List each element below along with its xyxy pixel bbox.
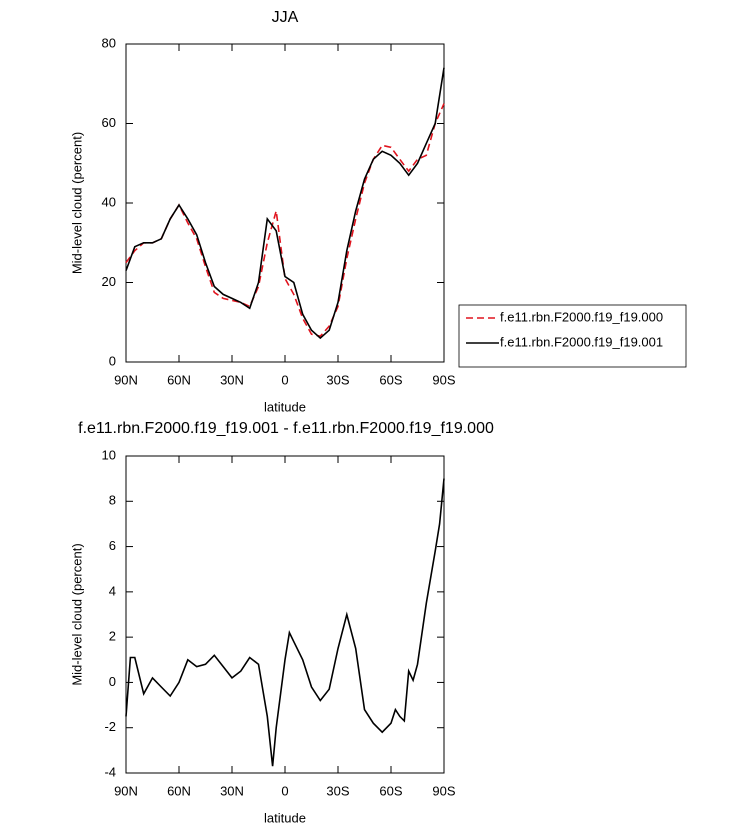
y-tick-label: 0: [109, 353, 116, 368]
x-tick-label: 60N: [167, 372, 191, 387]
x-tick-label: 0: [281, 372, 288, 387]
x-tick-label: 30S: [326, 783, 349, 798]
x-axis-label: latitude: [264, 810, 306, 825]
y-tick-label: 10: [102, 447, 116, 462]
x-tick-label: 30N: [220, 783, 244, 798]
y-axis-label: Mid-level cloud (percent): [69, 543, 84, 685]
series-line: [125, 67, 445, 340]
y-tick-label: 6: [109, 538, 116, 553]
y-tick-label: 2: [109, 629, 116, 644]
x-tick-label: 60S: [379, 783, 402, 798]
plot-frame: [125, 455, 445, 774]
x-tick-label: 60N: [167, 783, 191, 798]
chart-title: f.e11.rbn.F2000.f19_f19.001 - f.e11.rbn.…: [78, 420, 494, 437]
series-line: [125, 103, 445, 338]
y-tick-label: 0: [109, 674, 116, 689]
x-axis-label: latitude: [264, 399, 306, 414]
y-tick-label: -4: [104, 764, 116, 779]
x-tick-label: 90N: [114, 783, 138, 798]
legend-box: [458, 304, 687, 368]
x-tick-label: 30S: [326, 372, 349, 387]
chart-title: JJA: [272, 9, 299, 26]
legend-label: f.e11.rbn.F2000.f19_f19.001: [500, 334, 663, 349]
y-tick-label: 40: [102, 194, 116, 209]
data-line: [125, 478, 445, 767]
x-tick-label: 60S: [379, 372, 402, 387]
y-tick-label: 60: [102, 115, 116, 130]
y-tick-label: 8: [109, 493, 116, 508]
x-tick-label: 90N: [114, 372, 138, 387]
y-tick-label: 4: [109, 583, 116, 598]
x-tick-label: 90S: [432, 783, 455, 798]
x-tick-label: 0: [281, 783, 288, 798]
x-tick-label: 30N: [220, 372, 244, 387]
y-tick-label: 80: [102, 35, 116, 50]
y-tick-label: -2: [104, 719, 116, 734]
y-axis-label: Mid-level cloud (percent): [69, 132, 84, 274]
x-tick-label: 90S: [432, 372, 455, 387]
legend-label: f.e11.rbn.F2000.f19_f19.000: [500, 309, 663, 324]
plot-frame: [125, 43, 445, 363]
y-tick-label: 20: [102, 274, 116, 289]
